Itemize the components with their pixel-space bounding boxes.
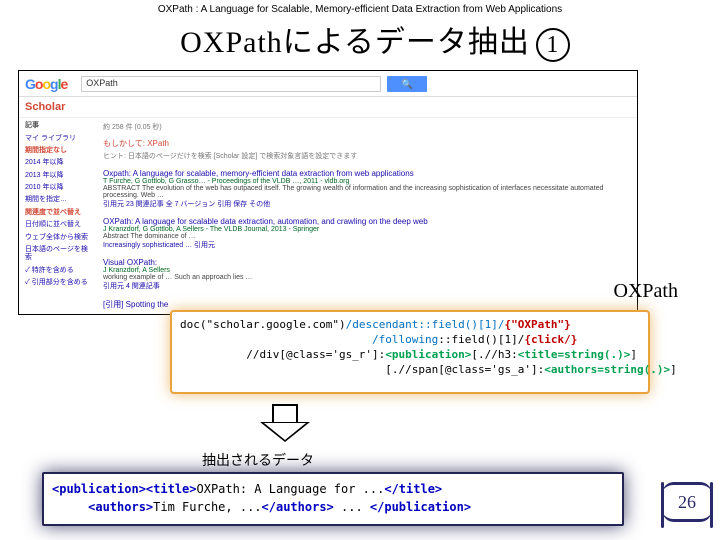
side-y2010[interactable]: 2010 年以降 xyxy=(25,184,93,192)
result-count: 約 258 件 (0.05 秒) xyxy=(103,122,631,132)
side-articles[interactable]: 記事 xyxy=(25,122,93,130)
side-y2014[interactable]: 2014 年以降 xyxy=(25,159,93,167)
scholar-search-input[interactable]: OXPath xyxy=(81,76,381,92)
oxpath-heading: OXPath xyxy=(614,280,678,303)
side-date[interactable]: 日付順に並べ替え xyxy=(25,221,93,229)
scholar-results: 約 258 件 (0.05 秒) もしかして: XPath ヒント: 日本語のペ… xyxy=(97,118,637,315)
result-item: Visual OXPath: J Kranzdorf, A Sellers wo… xyxy=(103,258,631,291)
side-webwide[interactable]: ウェブ全体から検索 xyxy=(25,234,93,242)
scholar-screenshot: Google OXPath 🔍 Scholar 記事 マイ ライブラリ 期間指定… xyxy=(18,70,638,315)
lang-tip: ヒント: 日本語のページだけを検索 [Scholar 設定] で検索対象言語を設… xyxy=(103,151,631,161)
result-authors: J Kranzdorf, G Gottlob, A Sellers - The … xyxy=(103,226,631,233)
slide-title: OXPathによるデータ抽出1 xyxy=(0,17,720,70)
google-logo: Google xyxy=(25,76,67,92)
result-item: [引用] Spotting the xyxy=(103,299,631,310)
scholar-sidebar: 記事 マイ ライブラリ 期間指定なし 2014 年以降 2013 年以降 201… xyxy=(19,118,97,315)
result-snippet: Abstract The dominance of … xyxy=(103,233,631,240)
side-custom[interactable]: 期間を指定… xyxy=(25,196,93,204)
extracted-data-label: 抽出されるデータ xyxy=(202,450,314,470)
page-number: 26 xyxy=(662,482,712,522)
result-snippet: ABSTRACT The evolution of the web has ou… xyxy=(103,185,631,199)
result-snippet: working example of … Such an approach li… xyxy=(103,274,631,281)
result-authors: T Furche, G Gottlob, G Grasso… - Proceed… xyxy=(103,178,631,185)
side-mylibrary[interactable]: マイ ライブラリ xyxy=(25,135,93,143)
result-cites[interactable]: Increasingly sophisticated … 引用元 xyxy=(103,240,631,250)
down-arrow-icon xyxy=(260,404,310,444)
side-patents[interactable]: ✓ 特許を含める xyxy=(25,267,93,275)
side-relevance[interactable]: 関連度で並べ替え xyxy=(25,209,93,217)
side-citations[interactable]: ✓ 引用部分を含める xyxy=(25,279,93,287)
result-cites[interactable]: 引用元 23 関連記事 全 7 バージョン 引用 保存 その他 xyxy=(103,199,631,209)
scholar-label: Scholar xyxy=(19,97,637,118)
result-item: Oxpath: A language for scalable, memory-… xyxy=(103,169,631,209)
result-title[interactable]: Visual OXPath: xyxy=(103,258,631,267)
result-title[interactable]: OXPath: A language for scalable data ext… xyxy=(103,217,631,226)
side-japanese[interactable]: 日本語のページを検索 xyxy=(25,246,93,263)
result-authors: J Kranzdorf, A Sellers xyxy=(103,267,631,274)
did-you-mean[interactable]: もしかして: XPath xyxy=(103,138,631,149)
paper-source-header: OXPath : A Language for Scalable, Memory… xyxy=(0,0,720,17)
title-number-circled: 1 xyxy=(536,28,570,62)
oxpath-code-box: doc("scholar.google.com")/descendant::fi… xyxy=(170,310,650,394)
result-title[interactable]: [引用] Spotting the xyxy=(103,299,631,310)
output-xml-box: <publication><title>OXPath: A Language f… xyxy=(42,472,624,526)
result-title[interactable]: Oxpath: A language for scalable, memory-… xyxy=(103,169,631,178)
search-button[interactable]: 🔍 xyxy=(387,76,427,92)
side-y2013[interactable]: 2013 年以降 xyxy=(25,172,93,180)
result-item: OXPath: A language for scalable data ext… xyxy=(103,217,631,250)
side-anytime[interactable]: 期間指定なし xyxy=(25,147,93,155)
title-text: OXPathによるデータ抽出 xyxy=(180,26,530,59)
google-topbar: Google OXPath 🔍 xyxy=(19,71,637,97)
result-cites[interactable]: 引用元 4 関連記事 xyxy=(103,281,631,291)
